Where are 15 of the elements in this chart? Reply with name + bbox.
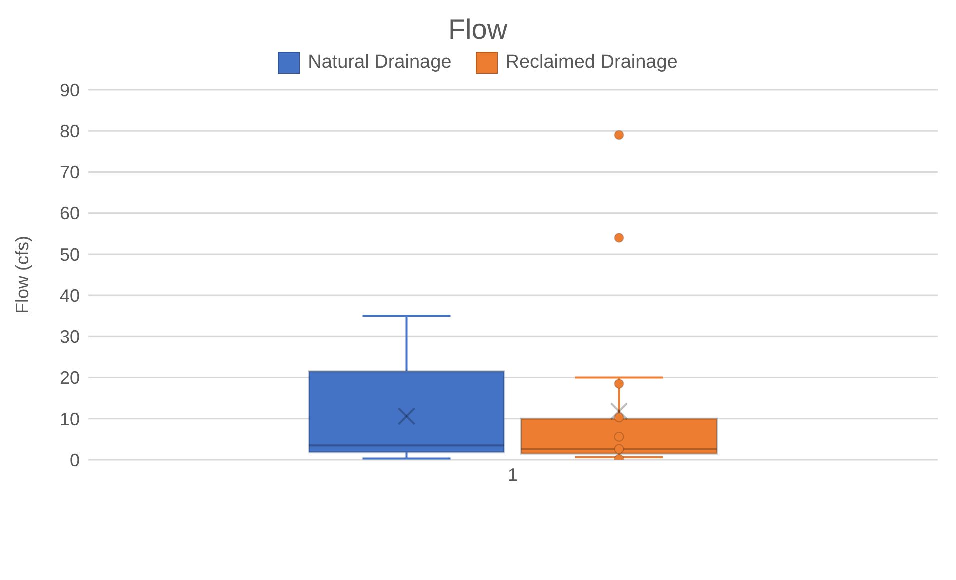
x-tick-label: 1: [508, 464, 518, 485]
y-tick-label: 40: [60, 286, 80, 306]
y-tick-label: 80: [60, 122, 80, 142]
y-tick-label: 0: [70, 450, 80, 470]
chart-title: Flow: [447, 14, 509, 46]
y-tick-label: 50: [60, 244, 80, 265]
y-tick-label: 30: [60, 327, 80, 348]
y-tick-label: 90: [60, 80, 80, 100]
y-tick-label: 60: [60, 204, 80, 224]
y-tick-label: 20: [60, 368, 80, 388]
legend-label: Natural Drainage: [308, 52, 452, 74]
y-tick-label: 70: [60, 162, 80, 183]
y-tick-label: 10: [60, 409, 80, 430]
legend-label: Reclaimed Drainage: [506, 52, 678, 74]
y-axis-title: Flow (cfs): [12, 236, 32, 314]
